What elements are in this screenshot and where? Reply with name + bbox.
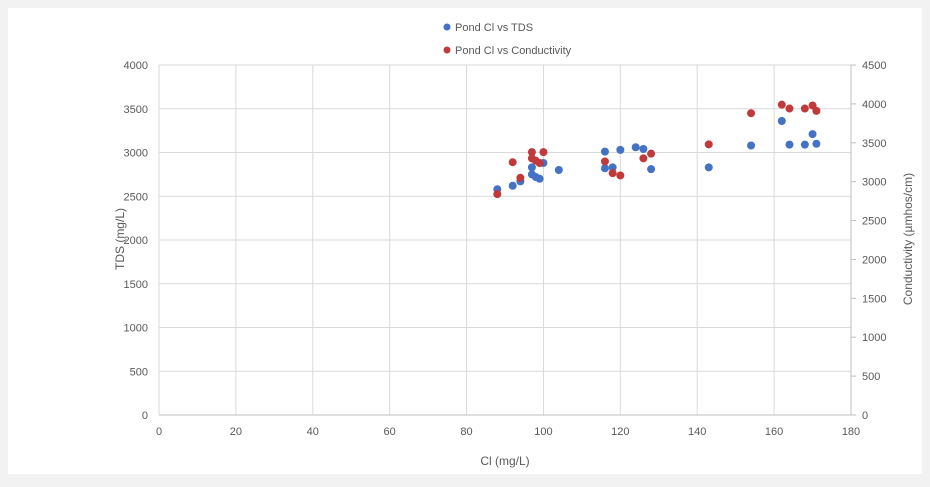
tds-point bbox=[785, 140, 794, 149]
conductivity-point bbox=[616, 171, 625, 180]
left-axis-label: TDS (mg/L) bbox=[113, 208, 127, 270]
conductivity-point bbox=[539, 148, 548, 157]
x-tick-label: 120 bbox=[611, 426, 629, 438]
right-tick-label: 1500 bbox=[862, 293, 886, 305]
conductivity-point bbox=[600, 157, 609, 166]
conductivity-point bbox=[777, 100, 786, 109]
conductivity-point bbox=[527, 148, 536, 157]
x-axis-ticks: 0 20 40 60 80 100 120 140 160 180 bbox=[156, 426, 860, 438]
right-tick-label: 3000 bbox=[862, 177, 886, 189]
left-tick-label: 1000 bbox=[124, 323, 148, 335]
tds-point bbox=[616, 145, 625, 154]
conductivity-point bbox=[493, 190, 502, 199]
legend: Pond Cl vs TDS Pond Cl vs Conductivity bbox=[443, 22, 572, 57]
right-axis-ticks: 0 500 1000 1500 2000 2500 3000 3500 4000 4500 bbox=[851, 60, 886, 422]
conductivity-point bbox=[747, 109, 756, 118]
data-points bbox=[493, 100, 821, 199]
conductivity-point bbox=[704, 140, 713, 149]
left-tick-label: 2000 bbox=[124, 235, 148, 247]
conductivity-point bbox=[812, 106, 821, 115]
left-axis-ticks: 0 500 1000 1500 2000 2500 3000 3500 4000 bbox=[124, 60, 148, 422]
left-tick-label: 0 bbox=[142, 410, 148, 422]
left-tick-label: 3000 bbox=[124, 148, 148, 160]
tds-point bbox=[608, 163, 617, 172]
tds-point bbox=[812, 139, 821, 148]
left-tick-label: 1500 bbox=[124, 279, 148, 291]
x-tick-label: 80 bbox=[460, 426, 472, 438]
x-tick-label: 180 bbox=[842, 426, 860, 438]
right-tick-label: 500 bbox=[862, 371, 880, 383]
conductivity-point bbox=[516, 173, 525, 182]
conductivity-point bbox=[535, 159, 544, 167]
conductivity-point bbox=[647, 149, 656, 158]
x-tick-label: 20 bbox=[230, 426, 242, 438]
conductivity-point bbox=[639, 154, 648, 163]
x-tick-label: 40 bbox=[307, 426, 319, 438]
conductivity-point bbox=[800, 104, 809, 113]
x-tick-label: 100 bbox=[534, 426, 552, 438]
left-tick-label: 3500 bbox=[124, 104, 148, 116]
tds-point bbox=[747, 141, 756, 150]
legend-label-tds: Pond Cl vs TDS bbox=[455, 22, 533, 34]
left-tick-label: 500 bbox=[130, 366, 148, 378]
tds-point bbox=[600, 147, 609, 156]
right-tick-label: 0 bbox=[862, 410, 868, 422]
right-tick-label: 2000 bbox=[862, 254, 886, 266]
right-axis-label: Conductivity (µmhos/cm) bbox=[901, 173, 915, 305]
tds-point bbox=[508, 181, 517, 190]
conductivity-point bbox=[608, 169, 617, 178]
right-tick-label: 1000 bbox=[862, 332, 886, 344]
x-tick-label: 160 bbox=[765, 426, 783, 438]
x-tick-label: 0 bbox=[156, 426, 162, 438]
chart-background bbox=[8, 8, 922, 474]
tds-point bbox=[600, 164, 609, 173]
conductivity-point bbox=[785, 104, 794, 113]
tds-point bbox=[704, 163, 713, 172]
legend-marker-tds bbox=[443, 23, 451, 31]
x-axis-label: Cl (mg/L) bbox=[480, 454, 529, 468]
left-tick-label: 4000 bbox=[124, 60, 148, 72]
x-tick-label: 140 bbox=[688, 426, 706, 438]
tds-point bbox=[631, 143, 640, 152]
tds-point bbox=[647, 165, 656, 174]
tds-point bbox=[554, 166, 563, 174]
tds-point bbox=[800, 140, 809, 149]
plot-frame bbox=[159, 65, 852, 416]
tds-point bbox=[527, 163, 536, 172]
x-tick-label: 60 bbox=[384, 426, 396, 438]
legend-marker-conductivity bbox=[443, 46, 451, 54]
tds-point bbox=[777, 117, 786, 125]
legend-label-conductivity: Pond Cl vs Conductivity bbox=[455, 45, 572, 57]
tds-point bbox=[535, 174, 544, 183]
conductivity-point bbox=[508, 158, 517, 167]
right-tick-label: 3500 bbox=[862, 138, 886, 150]
right-tick-label: 2500 bbox=[862, 216, 886, 228]
tds-point bbox=[639, 145, 648, 153]
right-tick-label: 4500 bbox=[862, 60, 886, 72]
left-tick-label: 2500 bbox=[124, 191, 148, 203]
right-tick-label: 4000 bbox=[862, 99, 886, 111]
tds-point bbox=[808, 130, 817, 139]
